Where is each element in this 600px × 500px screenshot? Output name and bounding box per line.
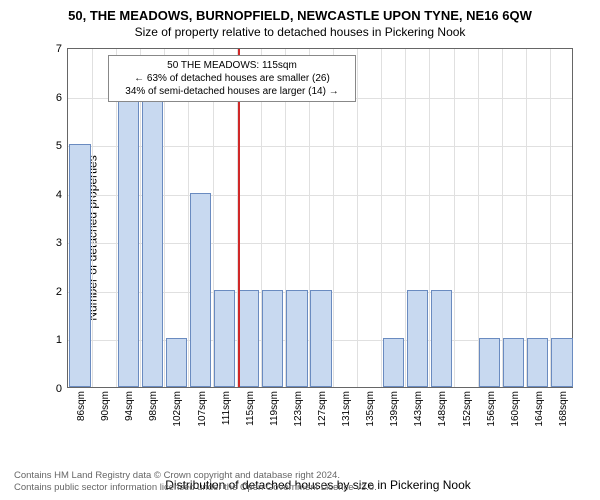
- y-tick-label: 6: [56, 92, 62, 104]
- x-tick-label: 102sqm: [172, 391, 183, 427]
- page-subtitle: Size of property relative to detached ho…: [0, 23, 600, 39]
- x-tick-label: 107sqm: [197, 391, 208, 427]
- x-tick-label: 86sqm: [76, 391, 87, 421]
- x-tick-label: 119sqm: [269, 391, 280, 426]
- x-tick-label: 90sqm: [100, 391, 111, 421]
- y-tick-label: 1: [56, 334, 62, 346]
- gridline-v: [526, 49, 527, 387]
- gridline-v: [502, 49, 503, 387]
- annotation-line: ← 63% of detached houses are smaller (26…: [111, 72, 353, 85]
- histogram-bar: [238, 290, 259, 387]
- x-tick-label: 160sqm: [510, 391, 521, 427]
- histogram-bar: [262, 290, 283, 387]
- histogram-bar: [214, 290, 235, 387]
- histogram-bar: [407, 290, 428, 387]
- x-tick-label: 164sqm: [534, 391, 545, 427]
- y-tick-label: 7: [56, 43, 62, 55]
- annotation-box: 50 THE MEADOWS: 115sqm← 63% of detached …: [108, 55, 356, 102]
- x-tick-label: 148sqm: [437, 391, 448, 427]
- histogram-bar: [190, 193, 211, 387]
- x-tick-label: 135sqm: [365, 391, 376, 427]
- histogram-bar: [503, 338, 524, 387]
- histogram-bar: [69, 144, 90, 387]
- histogram-chart: Number of detached properties 0123456786…: [52, 48, 584, 428]
- gridline-v: [478, 49, 479, 387]
- histogram-bar: [166, 338, 187, 387]
- footer-line: Contains HM Land Registry data © Crown c…: [14, 470, 377, 482]
- plot-area: 0123456786sqm90sqm94sqm98sqm102sqm107sqm…: [67, 48, 573, 388]
- histogram-bar: [479, 338, 500, 387]
- x-tick-label: 143sqm: [413, 391, 424, 427]
- histogram-bar: [286, 290, 307, 387]
- x-tick-label: 98sqm: [148, 391, 159, 421]
- gridline-v: [454, 49, 455, 387]
- gridline-v: [381, 49, 382, 387]
- page-title: 50, THE MEADOWS, BURNOPFIELD, NEWCASTLE …: [0, 0, 600, 23]
- footer-line: Contains public sector information licen…: [14, 482, 377, 494]
- y-tick-label: 5: [56, 140, 62, 152]
- y-tick-label: 2: [56, 286, 62, 298]
- x-tick-label: 168sqm: [558, 391, 569, 427]
- gridline-v: [357, 49, 358, 387]
- x-tick-label: 127sqm: [317, 391, 328, 427]
- histogram-bar: [118, 96, 139, 387]
- x-tick-label: 94sqm: [124, 391, 135, 421]
- histogram-bar: [431, 290, 452, 387]
- histogram-bar: [551, 338, 572, 387]
- histogram-bar: [310, 290, 331, 387]
- annotation-line: 34% of semi-detached houses are larger (…: [111, 85, 353, 98]
- footer-attribution: Contains HM Land Registry data © Crown c…: [14, 470, 377, 494]
- x-tick-label: 115sqm: [245, 391, 256, 426]
- gridline-v: [92, 49, 93, 387]
- x-tick-label: 152sqm: [462, 391, 473, 427]
- histogram-bar: [383, 338, 404, 387]
- histogram-bar: [142, 96, 163, 387]
- y-tick-label: 3: [56, 237, 62, 249]
- x-tick-label: 111sqm: [221, 391, 232, 425]
- x-tick-label: 156sqm: [486, 391, 497, 427]
- histogram-bar: [527, 338, 548, 387]
- x-tick-label: 139sqm: [389, 391, 400, 427]
- x-tick-label: 123sqm: [293, 391, 304, 427]
- y-tick-label: 0: [56, 383, 62, 395]
- y-tick-label: 4: [56, 189, 62, 201]
- annotation-line: 50 THE MEADOWS: 115sqm: [111, 59, 353, 72]
- gridline-v: [550, 49, 551, 387]
- x-tick-label: 131sqm: [341, 391, 352, 427]
